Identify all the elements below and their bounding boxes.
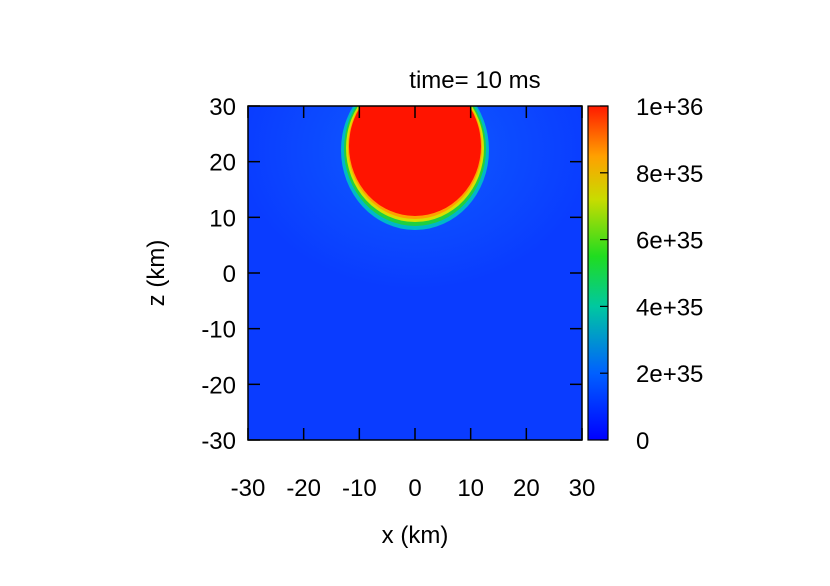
colorbar-tick-label: 8e+35: [636, 161, 703, 188]
x-tick-label: -10: [342, 475, 377, 502]
y-axis-ticks: 30 20 10 0 -10 -20 -30: [201, 94, 582, 455]
colorbar-tick-label: 4e+35: [636, 294, 703, 321]
y-tick-label: 20: [209, 150, 236, 177]
x-tick-label: 30: [569, 475, 596, 502]
y-tick-label: 10: [209, 205, 236, 232]
colorbar-tick-label: 6e+35: [636, 228, 703, 255]
colorbar: [587, 105, 609, 441]
x-tick-label: -30: [231, 475, 266, 502]
heatmap-saturated-core: [349, 106, 481, 216]
colorbar-tick-label: 2e+35: [636, 361, 703, 388]
chart-title: time= 10 ms: [409, 67, 540, 94]
x-tick-label: 10: [457, 475, 484, 502]
colorbar-ticks: 1e+36 8e+35 6e+35 4e+35 2e+35 0: [600, 94, 703, 455]
colorbar-tick-label: 0: [636, 428, 649, 455]
y-tick-label: -30: [201, 428, 236, 455]
plot-area: [248, 106, 582, 440]
y-tick-label: -10: [201, 317, 236, 344]
y-axis-label: z (km): [143, 240, 170, 307]
y-tick-label: 30: [209, 94, 236, 121]
colorbar-tick-label: 1e+36: [636, 94, 703, 121]
x-tick-label: 0: [408, 475, 421, 502]
x-axis-label: x (km): [382, 522, 449, 549]
x-tick-label: -20: [286, 475, 321, 502]
y-tick-label: 0: [223, 261, 236, 288]
x-tick-label: 20: [513, 475, 540, 502]
y-tick-label: -20: [201, 372, 236, 399]
x-axis-ticks: -30 -20 -10 0 10 20 30: [231, 106, 596, 502]
